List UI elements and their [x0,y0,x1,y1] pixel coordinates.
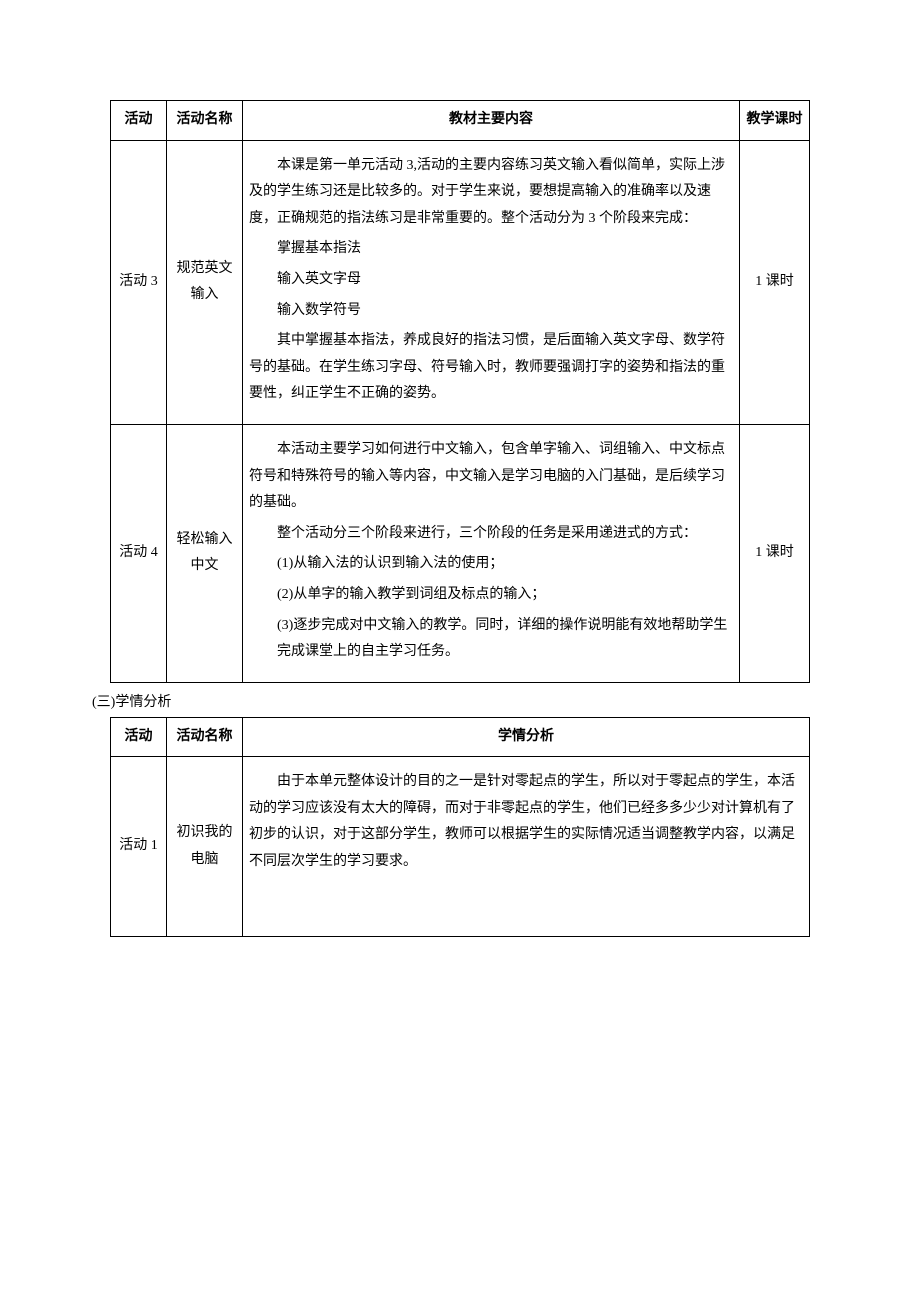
cell-content: 本活动主要学习如何进行中文输入，包含单字输入、词组输入、中文标点符号和特殊符号的… [243,424,740,682]
cell-hours: 1 课时 [740,140,810,424]
header-analysis: 学情分析 [243,717,810,757]
content-paragraph: 本活动主要学习如何进行中文输入，包含单字输入、词组输入、中文标点符号和特殊符号的… [249,437,733,517]
section-heading-analysis: (三)学情分析 [92,691,810,711]
table-row: 活动 3规范英文输入本课是第一单元活动 3,活动的主要内容练习英文输入看似简单，… [111,140,810,424]
content-paragraph: 输入英文字母 [249,267,733,294]
content-paragraph: 输入数学符号 [249,298,733,325]
document-page: 活动 活动名称 教材主要内容 教学课时 活动 3规范英文输入本课是第一单元活动 … [0,0,920,997]
cell-activity: 活动 1 [111,757,167,937]
header-hours: 教学课时 [740,101,810,141]
content-table-1: 活动 活动名称 教材主要内容 教学课时 活动 3规范英文输入本课是第一单元活动 … [110,100,810,683]
content-paragraph: 整个活动分三个阶段来进行，三个阶段的任务是采用递进式的方式： [249,521,733,548]
cell-activity: 活动 4 [111,424,167,682]
table-row: 活动 4轻松输入中文本活动主要学习如何进行中文输入，包含单字输入、词组输入、中文… [111,424,810,682]
table-row: 活动 1初识我的电脑由于本单元整体设计的目的之一是针对零起点的学生，所以对于零起… [111,757,810,937]
content-paragraph: (3)逐步完成对中文输入的教学。同时，详细的操作说明能有效地帮助学生完成课堂上的… [249,613,733,666]
header-name: 活动名称 [167,101,243,141]
cell-content: 本课是第一单元活动 3,活动的主要内容练习英文输入看似简单，实际上涉及的学生练习… [243,140,740,424]
cell-name: 规范英文输入 [167,140,243,424]
cell-hours: 1 课时 [740,424,810,682]
header-activity: 活动 [111,717,167,757]
header-name: 活动名称 [167,717,243,757]
table-header-row: 活动 活动名称 学情分析 [111,717,810,757]
analysis-table: 活动 活动名称 学情分析 活动 1初识我的电脑由于本单元整体设计的目的之一是针对… [110,717,810,938]
cell-name: 轻松输入中文 [167,424,243,682]
content-paragraph: (2)从单字的输入教学到词组及标点的输入； [249,582,733,609]
content-paragraph: (1)从输入法的认识到输入法的使用； [249,551,733,578]
content-paragraph: 其中掌握基本指法，养成良好的指法习惯，是后面输入英文字母、数学符号的基础。在学生… [249,328,733,408]
content-paragraph: 本课是第一单元活动 3,活动的主要内容练习英文输入看似简单，实际上涉及的学生练习… [249,153,733,233]
cell-analysis: 由于本单元整体设计的目的之一是针对零起点的学生，所以对于零起点的学生，本活动的学… [243,757,810,937]
header-content: 教材主要内容 [243,101,740,141]
content-paragraph: 由于本单元整体设计的目的之一是针对零起点的学生，所以对于零起点的学生，本活动的学… [249,769,803,875]
cell-name: 初识我的电脑 [167,757,243,937]
content-paragraph: 掌握基本指法 [249,236,733,263]
header-activity: 活动 [111,101,167,141]
cell-activity: 活动 3 [111,140,167,424]
table-header-row: 活动 活动名称 教材主要内容 教学课时 [111,101,810,141]
